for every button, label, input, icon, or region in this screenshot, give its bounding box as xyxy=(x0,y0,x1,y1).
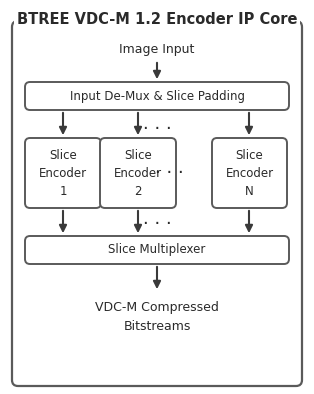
FancyBboxPatch shape xyxy=(25,236,289,264)
Text: Input De-Mux & Slice Padding: Input De-Mux & Slice Padding xyxy=(69,89,245,102)
Text: Slice
Encoder
1: Slice Encoder 1 xyxy=(39,149,87,197)
Text: Slice
Encoder
N: Slice Encoder N xyxy=(225,149,273,197)
Text: · · ·: · · · xyxy=(154,164,183,182)
FancyBboxPatch shape xyxy=(100,138,176,208)
Text: · · ·: · · · xyxy=(143,215,171,233)
Text: Slice
Encoder
2: Slice Encoder 2 xyxy=(114,149,162,197)
Text: · · ·: · · · xyxy=(143,120,171,138)
FancyBboxPatch shape xyxy=(25,138,101,208)
Text: VDC-M Compressed
Bitstreams: VDC-M Compressed Bitstreams xyxy=(95,301,219,333)
Text: BTREE VDC-M 1.2 Encoder IP Core: BTREE VDC-M 1.2 Encoder IP Core xyxy=(17,11,297,26)
FancyBboxPatch shape xyxy=(25,82,289,110)
Text: Slice Multiplexer: Slice Multiplexer xyxy=(108,243,206,256)
FancyBboxPatch shape xyxy=(12,21,302,386)
FancyBboxPatch shape xyxy=(212,138,287,208)
Text: Image Input: Image Input xyxy=(119,43,195,56)
